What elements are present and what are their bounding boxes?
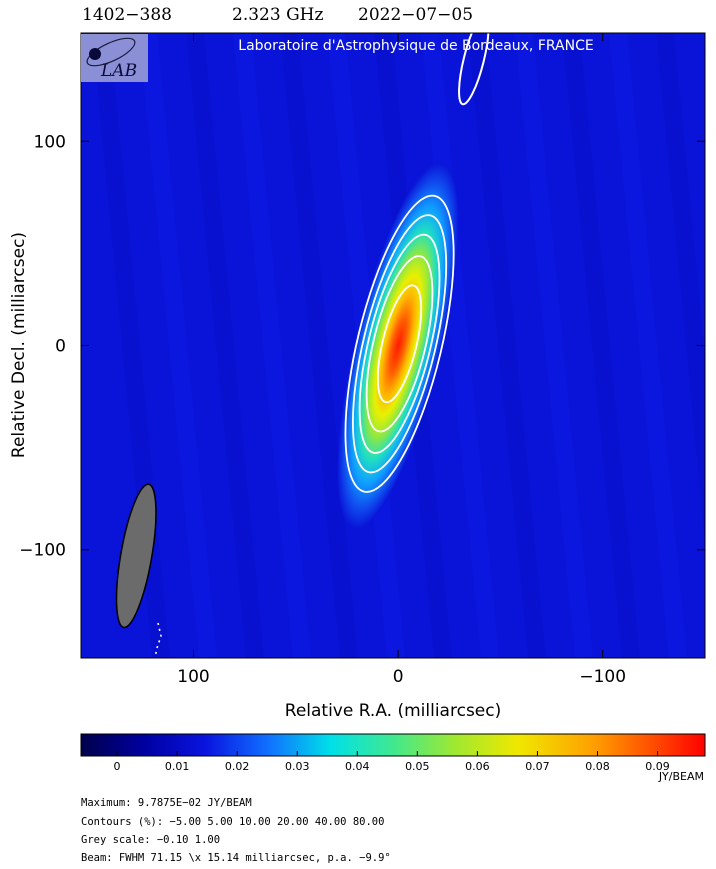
footer-maximum: Maximum: 9.7875E−02 JY/BEAM [81,797,252,809]
colorbar-tick-label: 0.05 [405,760,430,773]
background-stripe [421,33,499,658]
footer-contours: Contours (%): −5.00 5.00 10.00 20.00 40.… [81,816,384,828]
y-axis-label: Relative Decl. (milliarcsec) [9,232,29,458]
observing-frequency: 2.323 GHz [232,5,323,25]
secondary-contour [458,33,490,106]
x-axis-label: Relative R.A. (milliarcsec) [285,701,501,721]
background-stripe [703,33,705,55]
x-tick-label: 100 [177,667,209,687]
colorbar-tick-label: 0.07 [525,760,550,773]
logo-orbit [86,37,136,67]
background-striations [92,33,705,658]
y-axis: 100 0 −100 [19,132,705,561]
colorbar-tick-label: 0.09 [645,760,670,773]
plot-area [81,33,705,658]
lab-logo: LAB [81,34,148,82]
negative-contour [154,622,162,658]
background-stripe [609,33,687,658]
footer-beam: Beam: FWHM 71.15 \x 15.14 milliarcsec, p… [81,852,391,864]
footer-grey-scale: Grey scale: −0.10 1.00 [81,834,220,846]
contour-line [376,284,423,404]
colorbar-tick-label: 0.08 [585,760,610,773]
contour-line [352,214,448,474]
y-tick-label: −100 [19,541,66,561]
background-stripe [139,33,217,658]
source-brightness-map [337,162,459,529]
colorbar-tick-label: 0.02 [225,760,250,773]
y-tick-label: 100 [34,132,66,152]
observation-date: 2022−07−05 [358,5,473,25]
colorbar-tick-label: 0 [114,760,121,773]
x-tick-label: 0 [393,667,404,687]
background-stripe [233,33,311,658]
colorbar: 0 0.01 0.02 0.03 0.04 0.05 0.06 0.07 0.08 0.09 JY… [80,733,706,783]
colorbar-ticks: 0 0.01 0.02 0.03 0.04 0.05 0.06 0.07 0.08 0.09 [114,751,670,773]
colorbar-tick-label: 0.06 [465,760,490,773]
colorbar-tick-label: 0.03 [285,760,310,773]
beam-ellipse [115,483,157,629]
source-name: 1402−388 [82,5,172,25]
colorbar-unit: JY/BEAM [658,770,704,783]
background-stripe [186,33,264,658]
contour-line [358,233,441,454]
background-stripe [280,33,358,658]
x-tick-label: −100 [579,667,626,687]
background-stripe [562,33,640,658]
colorbar-tick-label: 0.01 [165,760,190,773]
background-stripe [468,33,546,658]
background-stripe [656,33,705,544]
contour-lines [344,194,455,493]
institution-banner: Laboratoire d'Astrophysique de Bordeaux,… [238,38,593,54]
y-tick-label: 0 [55,337,66,357]
logo-planet-icon [89,48,101,60]
contour-line [365,255,434,433]
background-stripe [515,33,593,658]
x-axis: 100 0 −100 [177,33,626,687]
colorbar-tick-label: 0.04 [345,760,370,773]
logo-text: LAB [100,61,137,81]
colorbar-gradient [80,733,706,757]
contour-line [344,194,455,493]
